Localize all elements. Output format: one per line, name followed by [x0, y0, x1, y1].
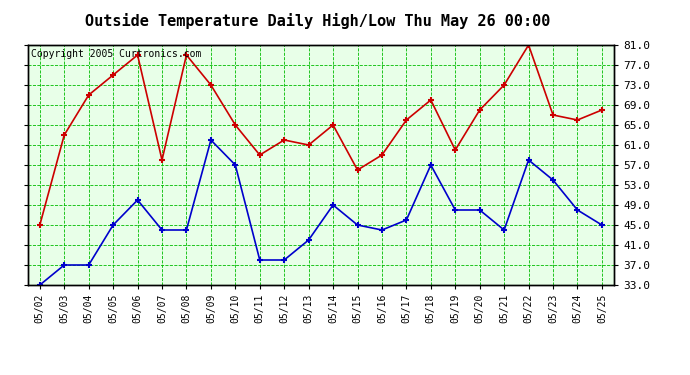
Text: Copyright 2005 Curtronics.com: Copyright 2005 Curtronics.com: [30, 49, 201, 58]
Text: Outside Temperature Daily High/Low Thu May 26 00:00: Outside Temperature Daily High/Low Thu M…: [85, 13, 550, 29]
